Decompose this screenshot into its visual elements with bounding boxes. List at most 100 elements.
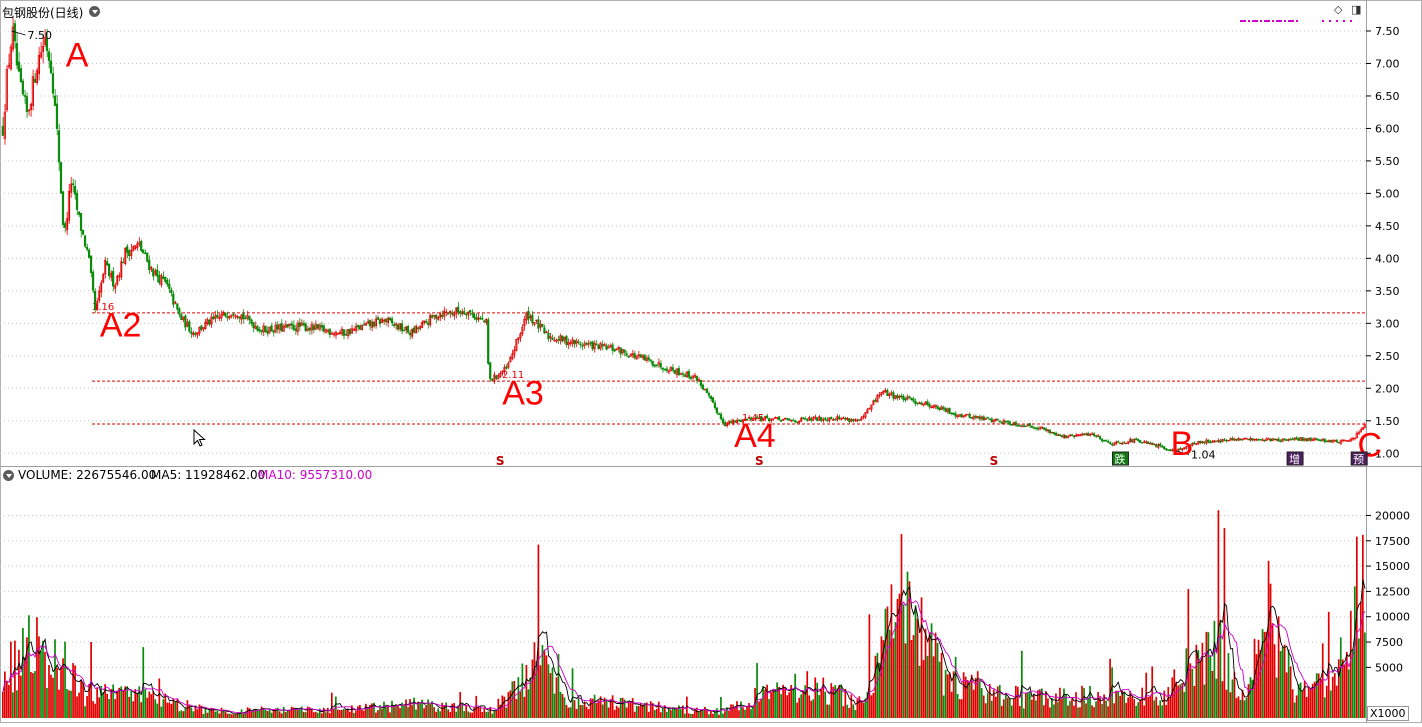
volume-bar	[499, 704, 502, 718]
volume-tick-label: 15000	[1375, 560, 1410, 573]
volume-bar	[138, 686, 141, 718]
candle-body	[45, 37, 49, 51]
candle-body	[1000, 422, 1003, 424]
candle-body	[497, 375, 500, 380]
volume-bar	[916, 618, 919, 718]
volume-bar	[453, 703, 456, 718]
volume-bar	[657, 701, 660, 718]
volume-bar	[800, 694, 803, 718]
candle-body	[930, 406, 933, 409]
volume-bar	[168, 702, 171, 718]
volume-bar	[794, 673, 797, 718]
candle-body	[1215, 440, 1218, 443]
volume-bar	[1165, 704, 1168, 718]
candle-body	[184, 315, 187, 328]
candle-body	[882, 390, 885, 394]
candle-body	[533, 322, 536, 325]
volume-bar	[379, 705, 381, 718]
candle-body	[846, 417, 849, 420]
dropdown-icon[interactable]	[89, 6, 100, 17]
event-marker-s: S	[496, 454, 505, 468]
candle-body	[1351, 438, 1354, 440]
volume-bar	[24, 657, 26, 718]
volume-bar	[746, 705, 748, 718]
candle-body	[198, 327, 201, 334]
candle-body	[104, 260, 107, 275]
candle-body	[89, 255, 93, 274]
diamond-icon[interactable]: ◇	[1334, 3, 1343, 16]
candle-body	[667, 371, 670, 373]
candle-body	[284, 324, 287, 328]
candle-body	[527, 310, 530, 320]
volume-bar	[220, 707, 223, 718]
volume-bar	[671, 707, 674, 718]
volume-bar	[928, 632, 931, 718]
volume-bar	[347, 708, 349, 718]
volume-bar	[1251, 679, 1254, 718]
volume-bar	[882, 640, 885, 718]
candle-body	[218, 316, 221, 319]
volume-bar	[1071, 698, 1073, 718]
volume-bar	[1181, 683, 1184, 718]
volume-bar	[120, 686, 123, 718]
candle-body	[1120, 442, 1124, 445]
volume-bar	[748, 703, 750, 718]
candle-body	[727, 421, 731, 425]
volume-bar	[890, 584, 893, 718]
candle-body	[617, 346, 620, 350]
panel-toggle-icon[interactable]: ◨	[1351, 3, 1362, 16]
candle-body	[775, 417, 779, 419]
candle-body	[288, 323, 291, 326]
price-label: 1.04	[1191, 449, 1216, 462]
candle-body	[854, 419, 857, 421]
volume-bar	[1075, 692, 1077, 718]
volume-bar	[50, 674, 52, 718]
candle-body	[469, 309, 472, 313]
candle-body	[948, 408, 951, 414]
volume-bar	[164, 693, 167, 718]
volume-bar	[549, 673, 552, 718]
volume-bar	[78, 692, 80, 718]
volume-bar	[543, 649, 546, 718]
candle-body	[264, 326, 267, 332]
volume-bar	[892, 638, 895, 718]
volume-bar	[351, 705, 353, 718]
candle-body	[1054, 432, 1057, 436]
volume-bar	[114, 699, 117, 718]
volume-bar	[186, 700, 189, 718]
volume-bar	[1137, 702, 1140, 718]
volume-bar	[872, 692, 875, 718]
candle-body	[1014, 421, 1017, 426]
volume-bar	[184, 707, 187, 718]
candle-body	[767, 418, 771, 422]
volume-bar	[1319, 679, 1322, 718]
candle-body	[647, 357, 650, 360]
candle-body	[487, 319, 490, 364]
volume-bar	[252, 710, 255, 718]
volume-bar	[1157, 705, 1160, 718]
candle-body	[717, 413, 721, 415]
volume-bar	[936, 642, 939, 718]
volume-bar	[559, 691, 562, 718]
volume-bar	[992, 689, 995, 718]
volume-bar	[840, 684, 843, 718]
volume-dropdown-icon[interactable]	[3, 470, 14, 481]
volume-bar	[322, 707, 325, 718]
candle-body	[1237, 438, 1240, 441]
volume-bar	[214, 711, 217, 718]
candle-body	[61, 191, 65, 225]
volume-bar	[1257, 639, 1260, 718]
volume-bar	[659, 712, 662, 718]
volume-bar	[278, 711, 281, 718]
candle-body	[1072, 435, 1076, 438]
candle-body	[695, 375, 698, 381]
volume-bar	[627, 701, 630, 718]
volume-bar	[968, 682, 971, 718]
candle-body	[1068, 434, 1072, 437]
volume-bar	[1195, 644, 1198, 718]
candle-body	[148, 260, 151, 270]
volume-bar	[810, 700, 813, 718]
candle-body	[862, 416, 865, 418]
candle-body	[830, 416, 833, 420]
